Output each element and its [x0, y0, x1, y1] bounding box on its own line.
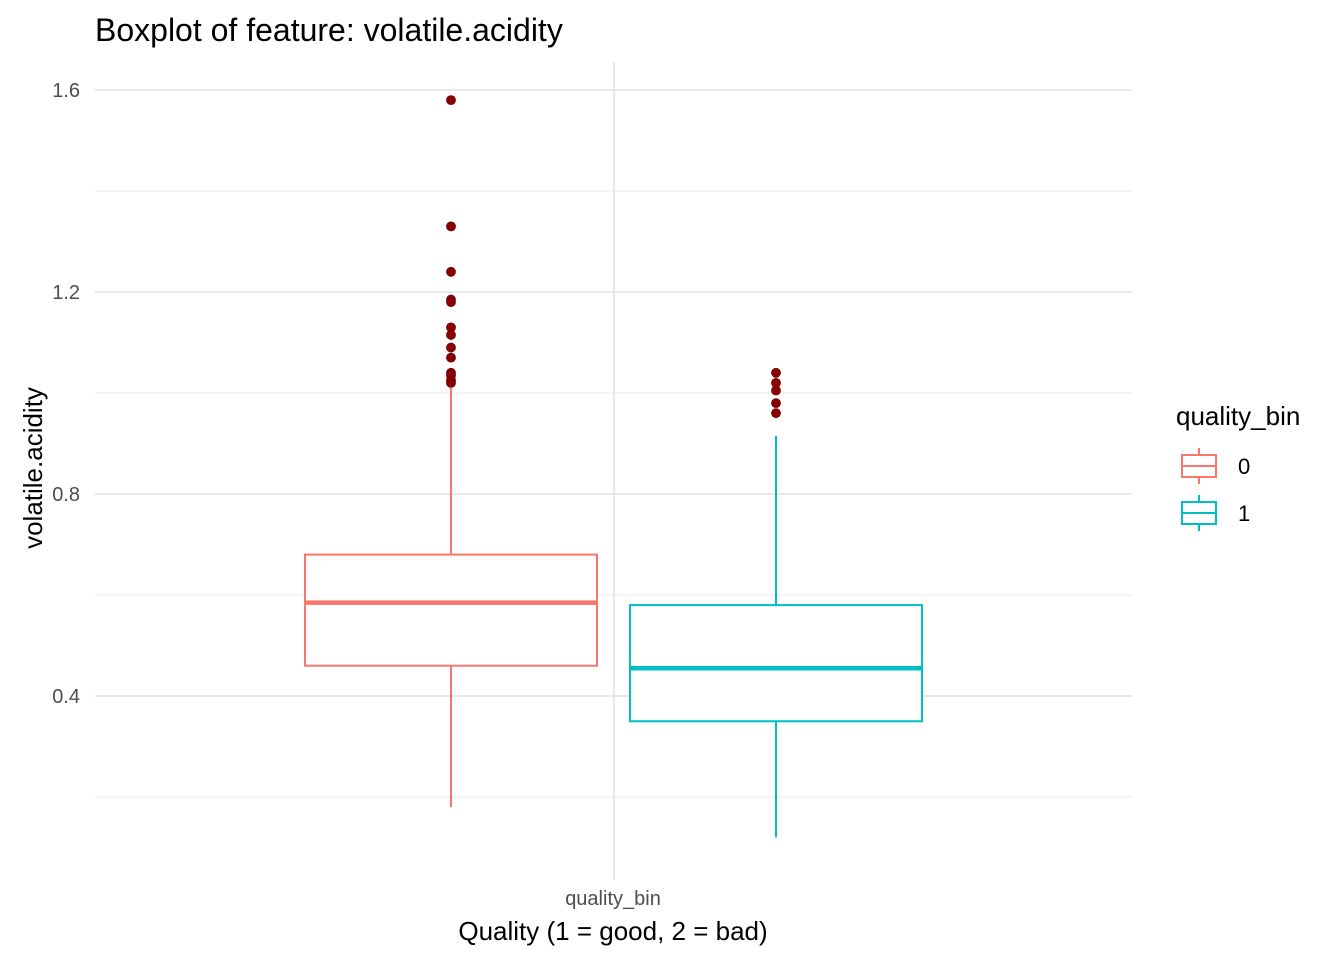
y-tick-label: 0.4	[52, 686, 80, 708]
legend-title: quality_bin	[1176, 401, 1300, 431]
legend: quality_bin 0 1	[1176, 401, 1300, 531]
x-tick-label: quality_bin	[565, 888, 661, 910]
y-tick-label: 0.8	[52, 484, 80, 506]
grid	[95, 62, 1132, 880]
outlier-point	[446, 297, 456, 308]
outlier-point	[771, 367, 781, 378]
outlier-point	[771, 398, 781, 409]
y-tick-label: 1.6	[52, 80, 80, 102]
outlier-point	[771, 385, 781, 396]
outlier-point	[446, 342, 456, 353]
boxes	[304, 95, 923, 838]
outlier-point	[446, 221, 456, 232]
outlier-point	[446, 266, 456, 277]
box	[304, 553, 598, 667]
box-group-1	[629, 367, 923, 838]
box	[629, 604, 923, 723]
legend-key-0: 0	[1181, 448, 1250, 484]
outlier-point	[446, 377, 456, 388]
y-tick-label: 1.2	[52, 282, 80, 304]
legend-label-1: 1	[1238, 501, 1250, 526]
y-axis-title: volatile.acidity	[18, 387, 48, 549]
outlier-point	[771, 408, 781, 419]
chart-title: Boxplot of feature: volatile.acidity	[95, 12, 563, 48]
x-axis-title: Quality (1 = good, 2 = bad)	[458, 916, 767, 946]
legend-label-0: 0	[1238, 454, 1250, 479]
legend-key-1: 1	[1181, 495, 1250, 531]
y-axis-ticks: 0.4 0.8 1.2 1.6	[52, 80, 80, 708]
outlier-point	[446, 95, 456, 105]
box-group-0	[304, 95, 598, 808]
outlier-point	[446, 330, 456, 340]
outlier-point	[446, 352, 456, 363]
